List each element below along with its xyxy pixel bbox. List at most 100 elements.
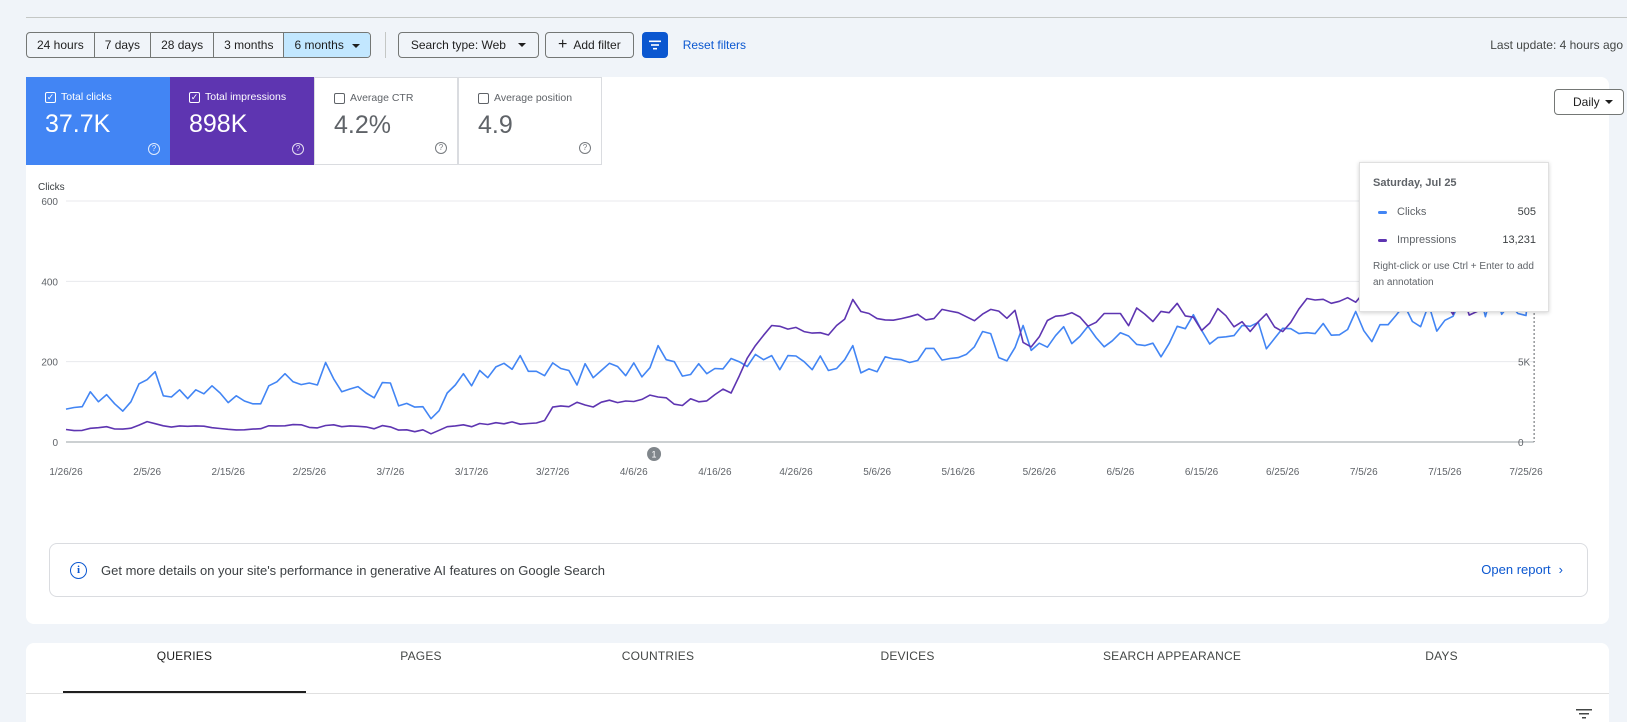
x-tick-label: 3/17/26 [455,467,489,478]
annotation-marker[interactable] [647,447,662,461]
metric-average-ctr[interactable]: Average CTR 4.2% ? [314,77,458,165]
reset-filters-link[interactable]: Reset filters [682,38,747,52]
filter-options-button[interactable] [641,32,668,58]
tab-days[interactable]: DAYS [1425,649,1458,663]
metric-label-row: Average position [478,92,601,104]
x-tick-label: 2/25/26 [293,467,327,478]
tooltip-date: Saturday, Jul 25 [1373,177,1457,189]
add-filter-label: Add filter [573,38,621,52]
metric-value: 898K [189,110,248,138]
x-tick-label: 5/16/26 [942,467,976,478]
metric-label-row: ✓ Total clicks [45,91,170,103]
ai-features-banner: i Get more details on your site's perfor… [49,543,1588,597]
x-tick-label: 3/27/26 [536,467,570,478]
x-tick-label: 1/26/26 [49,467,83,478]
y-tick-label-right: 0 [1518,438,1524,449]
tab-pages[interactable]: PAGES [400,649,442,663]
tooltip-note: Right-click or use Ctrl + Enter to add a… [1373,261,1534,288]
x-tick-label: 5/26/26 [1023,467,1057,478]
range-24-hours-button[interactable]: 24 hours [27,33,95,57]
tab-search-appearance[interactable]: SEARCH APPEARANCE [1102,649,1242,663]
add-filter-button[interactable]: + Add filter [544,32,634,58]
chart-tooltip: Saturday, Jul 25 Clicks 505 Impressions … [1359,162,1549,312]
range-7-days-button[interactable]: 7 days [95,33,152,57]
search-type-label: Search type: Web [410,38,506,52]
range-6-months-label: 6 months [294,38,344,52]
filter-list-icon[interactable] [1576,709,1592,719]
series-line-impressions [65,229,1535,435]
x-tick-label: 4/6/26 [620,467,648,478]
checkbox-checked-icon[interactable]: ✓ [45,91,56,103]
tab-countries[interactable]: COUNTRIES [621,649,695,663]
y-tick-label-left: 600 [41,197,58,208]
search-type-dropdown[interactable]: Search type: Web [397,32,539,58]
banner-text: Get more details on your site's performa… [101,562,605,578]
tooltip-row-value: 13,231 [1502,234,1536,246]
tooltip-row-name: Clicks [1397,206,1427,218]
checkbox-unchecked-icon[interactable] [334,92,345,104]
metric-value: 4.2% [334,111,391,139]
checkbox-checked-icon[interactable]: ✓ [189,91,200,103]
metric-total-impressions[interactable]: ✓ Total impressions 898K ? [170,77,314,165]
chevron-down-icon [517,43,526,47]
x-tick-label: 6/25/26 [1266,467,1300,478]
chevron-down-icon [351,43,360,48]
chevron-down-icon [1605,100,1613,104]
x-tick-label: 4/26/26 [779,467,813,478]
help-icon[interactable]: ? [579,142,591,154]
x-tick-label: 5/6/26 [863,467,891,478]
x-tick-label: 7/15/26 [1428,467,1462,478]
tooltip-row-impressions: Impressions 13,231 [1373,231,1536,249]
metric-average-position[interactable]: Average position 4.9 ? [458,77,602,165]
dimension-tabs-card: QUERIES PAGES COUNTRIES DEVICES SEARCH A… [26,643,1609,722]
x-tick-label: 6/5/26 [1107,467,1135,478]
filter-list-icon [648,40,661,50]
filter-bar: 24 hours 7 days 28 days 3 months 6 month… [26,32,746,58]
top-divider [26,17,1627,18]
y-tick-label-left: 0 [52,438,58,449]
chevron-right-icon: › [1558,562,1563,577]
y-axis-label-left: Clicks [38,182,65,193]
granularity-dropdown[interactable]: Daily [1554,89,1624,115]
x-tick-label: 7/5/26 [1350,467,1378,478]
y-tick-label-right: 5K [1518,358,1531,369]
annotation-marker-label: 1 [652,450,657,460]
open-report-link[interactable]: Open report › [1481,562,1563,577]
metric-label: Average CTR [350,92,414,104]
open-report-label: Open report [1481,562,1551,577]
tab-devices[interactable]: DEVICES [880,649,935,663]
performance-card: ✓ Total clicks 37.7K ? ✓ Total impressions… [26,77,1624,624]
metric-total-clicks[interactable]: ✓ Total clicks 37.7K ? [26,77,170,165]
help-icon[interactable]: ? [292,143,304,155]
help-icon[interactable]: ? [148,143,160,155]
range-6-months-button[interactable]: 6 months [284,33,370,57]
metric-label: Average position [494,92,573,104]
metric-tiles: ✓ Total clicks 37.7K ? ✓ Total impressions… [26,77,602,165]
range-28-days-button[interactable]: 28 days [151,33,215,57]
x-tick-label: 6/15/26 [1185,467,1219,478]
filter-separator [384,32,386,58]
last-update-text: Last update: 4 hours ago [1490,38,1623,52]
tabs-divider [26,693,1609,694]
y-tick-label-left: 200 [41,358,58,369]
metric-value: 4.9 [478,111,513,139]
x-tick-label: 3/7/26 [377,467,405,478]
clicks-swatch [1378,210,1387,214]
range-3-months-button[interactable]: 3 months [214,33,285,57]
metric-label-row: ✓ Total impressions [189,91,314,103]
tooltip-row-value: 505 [1517,206,1536,218]
checkbox-unchecked-icon[interactable] [478,92,489,104]
dimension-tabs: QUERIES PAGES COUNTRIES DEVICES SEARCH A… [63,643,1574,693]
impressions-swatch [1378,238,1387,242]
tab-queries[interactable]: QUERIES [63,643,306,693]
date-range-selector: 24 hours 7 days 28 days 3 months 6 month… [26,32,371,58]
x-tick-label: 2/5/26 [133,467,161,478]
tooltip-row-clicks: Clicks 505 [1373,203,1536,221]
help-icon[interactable]: ? [435,142,447,154]
metric-label-row: Average CTR [334,92,457,104]
x-tick-label: 4/16/26 [698,467,732,478]
info-icon: i [70,561,87,579]
metric-label: Total clicks [61,91,112,103]
plus-icon: + [557,36,568,53]
metric-label: Total impressions [205,91,287,103]
